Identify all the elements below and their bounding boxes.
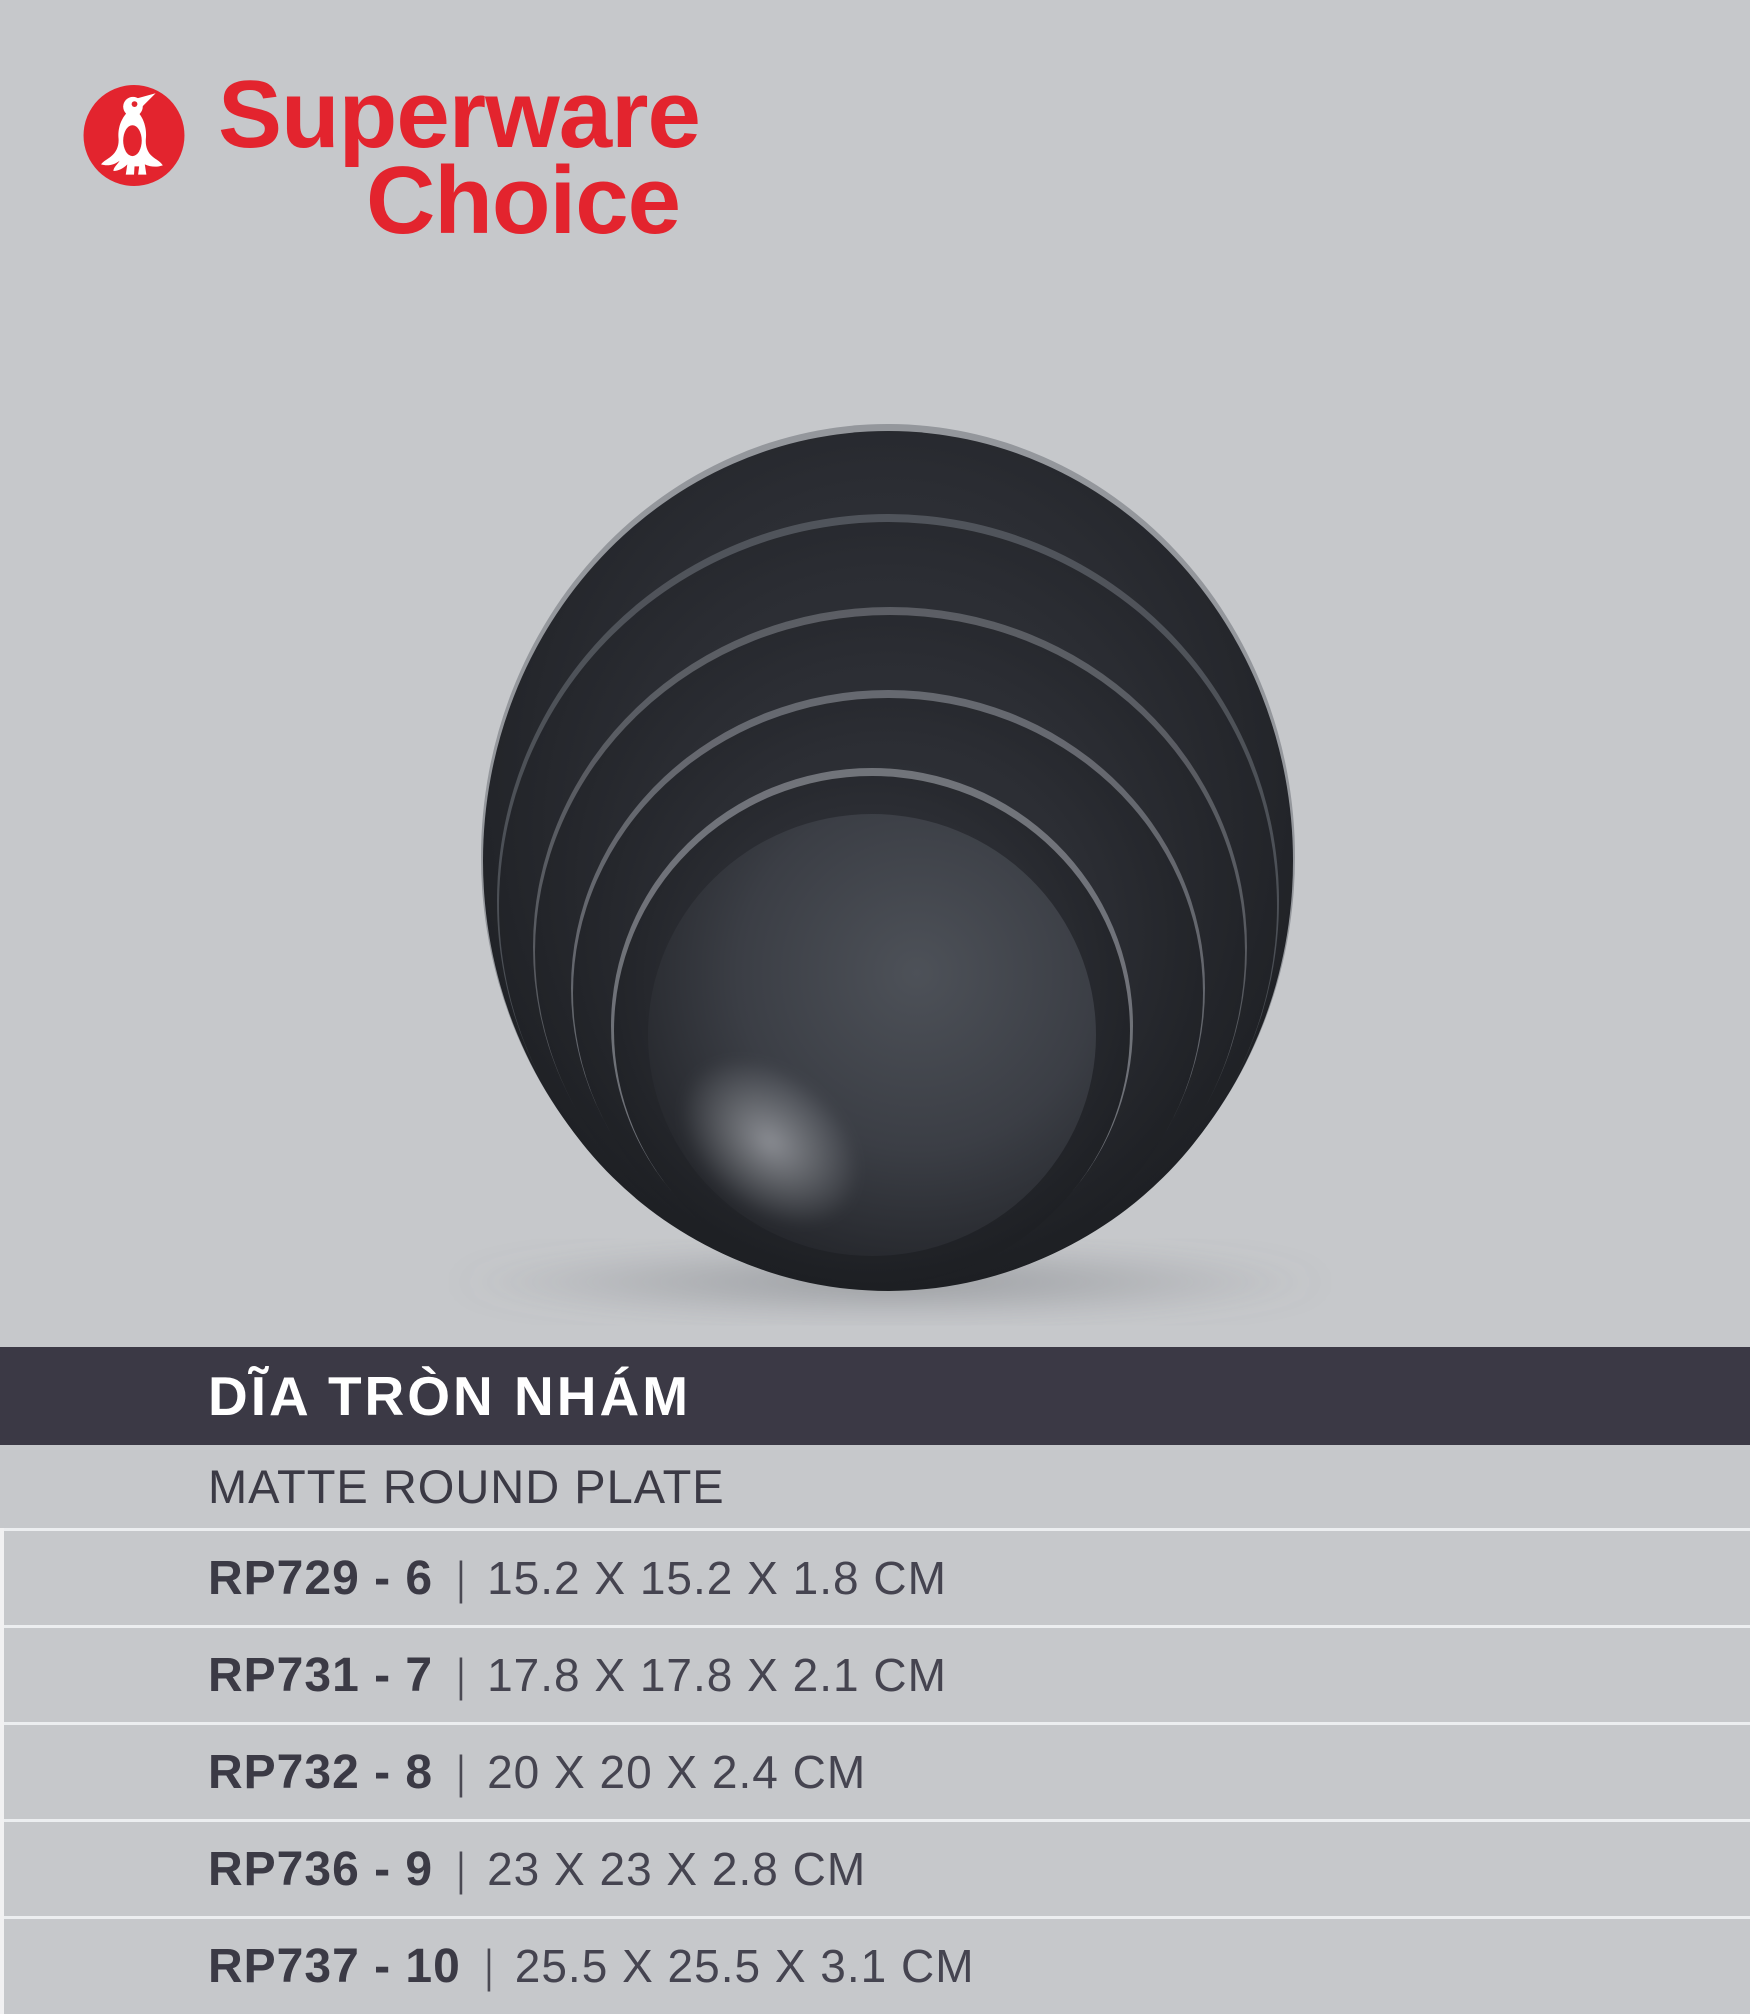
separator-pipe: | [484,1940,493,1992]
product-title-en: MATTE ROUND PLATE [208,1460,725,1513]
spec-row: RP736 - 9 | 23 X 23 X 2.8 CM [4,1819,1750,1916]
product-code: RP736 - 9 [208,1842,434,1896]
product-photo-stacked-plates [450,424,1330,1318]
product-code: RP732 - 8 [208,1745,434,1799]
spec-row: RP737 - 10 | 25.5 X 25.5 X 3.1 CM [4,1916,1750,2013]
spec-row: RP729 - 6 | 15.2 X 15.2 X 1.8 CM [4,1528,1750,1625]
title-bar: DĨA TRÒN NHÁM [0,1347,1750,1445]
penguin-logo-icon [83,85,185,186]
product-dimensions: 15.2 X 15.2 X 1.8 CM [487,1552,947,1604]
brand-wordmark: Superware Choice [218,61,701,254]
separator-pipe: | [456,1746,466,1798]
plate-front-6in [611,768,1133,1286]
product-code: RP729 - 6 [208,1551,434,1605]
product-title-vi: DĨA TRÒN NHÁM [208,1365,692,1427]
separator-pipe: | [456,1649,466,1701]
spec-table: RP729 - 6 | 15.2 X 15.2 X 1.8 CM RP731 -… [0,1528,1750,2014]
product-dimensions: 25.5 X 25.5 X 3.1 CM [514,1940,975,1992]
brand-name-line2: Choice [365,147,681,254]
product-code: RP737 - 10 [208,1939,461,1993]
spec-row: RP731 - 7 | 17.8 X 17.8 X 2.1 CM [4,1625,1750,1722]
product-dimensions: 23 X 23 X 2.8 CM [487,1843,867,1895]
product-dimensions: 20 X 20 X 2.4 CM [487,1746,867,1798]
product-code: RP731 - 7 [208,1648,434,1702]
brand-name-line1: Superware [218,61,701,168]
separator-pipe: | [456,1552,466,1604]
separator-pipe: | [456,1843,466,1895]
subtitle-zone: MATTE ROUND PLATE [0,1445,1750,1528]
spec-row: RP732 - 8 | 20 X 20 X 2.4 CM [4,1722,1750,1819]
product-dimensions: 17.8 X 17.8 X 2.1 CM [487,1649,947,1701]
